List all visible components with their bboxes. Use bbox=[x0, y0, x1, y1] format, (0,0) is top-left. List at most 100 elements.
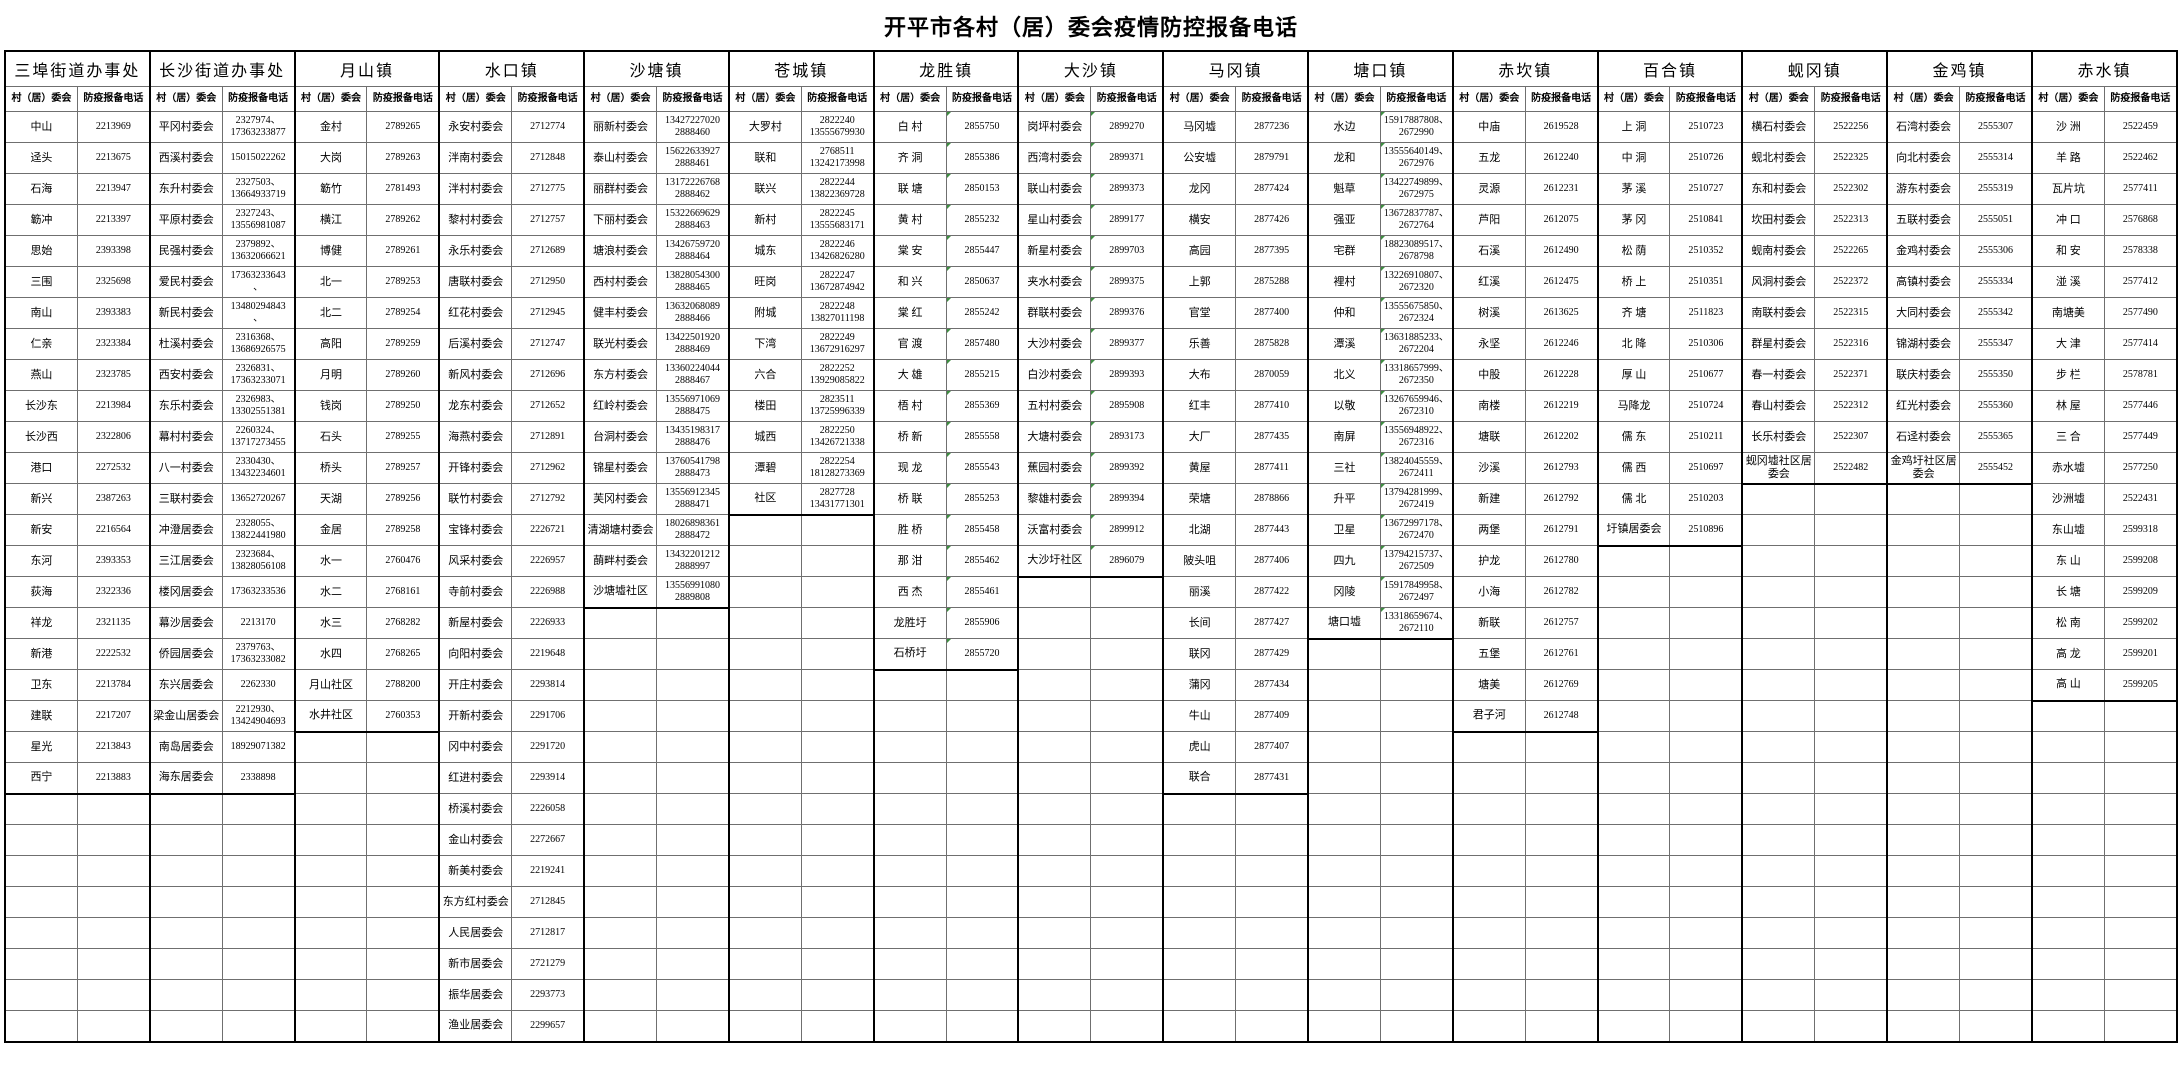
village-cell: 大罗村 bbox=[727, 111, 802, 143]
phone-cell bbox=[800, 886, 875, 918]
phone-cell bbox=[1669, 700, 1743, 732]
village-cell bbox=[1741, 514, 1816, 546]
village-cell bbox=[727, 917, 802, 949]
phone-cell bbox=[2103, 917, 2178, 949]
phone-cell: 13172226768 2888462 bbox=[656, 173, 730, 205]
village-cell: 石头 bbox=[293, 421, 368, 453]
village-cell: 牛山 bbox=[1162, 700, 1237, 732]
village-cell bbox=[1596, 886, 1671, 918]
village-cell: 中 洞 bbox=[1596, 142, 1671, 174]
phone-cell: 2510352 bbox=[1669, 235, 1743, 267]
village-cell: 振华居委会 bbox=[438, 979, 513, 1011]
phone-cell: 2875828 bbox=[1235, 328, 1309, 360]
phone-cell: 2857480 bbox=[945, 328, 1019, 360]
village-cell: 东和村委会 bbox=[1741, 173, 1816, 205]
village-cell bbox=[293, 979, 368, 1011]
phone-cell: 2577250 bbox=[2103, 452, 2178, 484]
village-cell bbox=[4, 948, 78, 980]
phone-cell bbox=[366, 824, 440, 856]
village-cell bbox=[1162, 979, 1237, 1011]
village-cell: 和 安 bbox=[2030, 235, 2105, 267]
col-header-phone: 防疫报备电话 bbox=[945, 86, 1019, 112]
phone-cell: 2760476 bbox=[366, 545, 440, 577]
village-cell: 联竹村委会 bbox=[438, 483, 513, 515]
village-cell: 长乐村委会 bbox=[1741, 421, 1816, 453]
village-cell bbox=[727, 886, 802, 918]
phone-cell bbox=[76, 824, 151, 856]
phone-cell bbox=[1090, 855, 1164, 887]
phone-cell: 2870059 bbox=[1235, 359, 1309, 391]
town-header: 金鸡镇 bbox=[1886, 50, 2033, 87]
phone-cell bbox=[1524, 731, 1599, 763]
phone-cell: 13760541798 2888473 bbox=[656, 452, 730, 484]
col-header-village: 村（居）委会 bbox=[1886, 86, 1961, 112]
village-cell: 魁草 bbox=[1307, 173, 1381, 205]
village-cell bbox=[1307, 700, 1381, 732]
phone-cell: 13427227020 2888460 bbox=[656, 111, 730, 143]
village-cell: 黎雄村委会 bbox=[1017, 483, 1092, 515]
village-cell bbox=[583, 824, 658, 856]
col-header-village: 村（居）委会 bbox=[293, 86, 368, 112]
phone-cell: 2510203 bbox=[1669, 483, 1743, 515]
village-cell bbox=[1596, 762, 1671, 794]
phone-cell: 2855386 bbox=[945, 142, 1019, 174]
village-cell: 新村 bbox=[727, 204, 802, 236]
phone-cell: 2219648 bbox=[511, 638, 585, 670]
phone-cell bbox=[1379, 917, 1454, 949]
phone-cell bbox=[1814, 979, 1888, 1011]
phone-cell bbox=[1669, 979, 1743, 1011]
village-cell: 茅 冈 bbox=[1596, 204, 1671, 236]
phone-cell: 2510841 bbox=[1669, 204, 1743, 236]
phone-cell: 2899376 bbox=[1090, 297, 1164, 329]
village-cell: 红丰 bbox=[1162, 390, 1237, 422]
village-cell: 北一 bbox=[293, 266, 368, 298]
town-header: 蚬冈镇 bbox=[1741, 50, 1888, 87]
village-cell: 龙胜圩 bbox=[872, 607, 947, 639]
phone-cell: 2877435 bbox=[1235, 421, 1309, 453]
village-cell bbox=[727, 576, 802, 608]
phone-cell: 2855242 bbox=[945, 297, 1019, 329]
village-cell bbox=[1886, 669, 1961, 701]
village-cell: 新星村委会 bbox=[1017, 235, 1092, 267]
village-cell: 联光村委会 bbox=[583, 328, 658, 360]
village-cell: 君子河 bbox=[1451, 700, 1526, 733]
village-cell: 簕冲 bbox=[4, 204, 78, 236]
village-cell: 旺岗 bbox=[727, 266, 802, 298]
village-cell: 五堡 bbox=[1451, 638, 1526, 670]
phone-cell: 2612748 bbox=[1524, 700, 1599, 733]
phone-cell: 2323785 bbox=[76, 359, 151, 391]
village-cell: 公安墟 bbox=[1162, 142, 1237, 174]
phone-cell: 2522316 bbox=[1814, 328, 1888, 360]
village-cell: 羊 路 bbox=[2030, 142, 2105, 174]
village-cell: 卫东 bbox=[4, 669, 78, 701]
phone-cell: 2822245 13555683171 bbox=[800, 204, 875, 236]
village-cell: 大沙村委会 bbox=[1017, 328, 1092, 360]
village-cell: 海燕村委会 bbox=[438, 421, 513, 453]
village-cell: 水井社区 bbox=[293, 700, 368, 733]
phone-cell bbox=[2103, 979, 2178, 1011]
table-row: 金山村委会 2272667 bbox=[4, 824, 2178, 856]
phone-cell: 2393398 bbox=[76, 235, 151, 267]
village-cell: 红进村委会 bbox=[438, 762, 513, 794]
phone-cell: 2877422 bbox=[1235, 576, 1309, 608]
town-header: 赤坎镇 bbox=[1451, 50, 1599, 87]
phone-cell: 13556991080 2889808 bbox=[656, 576, 730, 609]
phone-cell: 2316368、 13686926575 bbox=[221, 328, 296, 360]
village-cell: 马冈墟 bbox=[1162, 111, 1237, 143]
phone-cell: 2555319 bbox=[1959, 173, 2033, 205]
phone-cell: 2822248 13827011198 bbox=[800, 297, 875, 329]
phone-cell: 13828054300 2888465 bbox=[656, 266, 730, 298]
phone-cell: 2877424 bbox=[1235, 173, 1309, 205]
phone-cell bbox=[366, 917, 440, 949]
village-cell bbox=[1596, 917, 1671, 949]
phone-cell bbox=[1814, 1010, 1888, 1042]
phone-cell: 2522256 bbox=[1814, 111, 1888, 143]
phone-cell bbox=[1379, 793, 1454, 825]
phone-cell: 2712848 bbox=[511, 142, 585, 174]
village-cell bbox=[1451, 793, 1526, 825]
table-row: 中山 2213969 平冈村委会 2327974、 17363233877 金村 2789… bbox=[4, 111, 2178, 143]
village-cell bbox=[1017, 576, 1092, 608]
village-cell: 梧 村 bbox=[872, 390, 947, 422]
phone-cell bbox=[1669, 855, 1743, 887]
phone-cell bbox=[1090, 731, 1164, 763]
